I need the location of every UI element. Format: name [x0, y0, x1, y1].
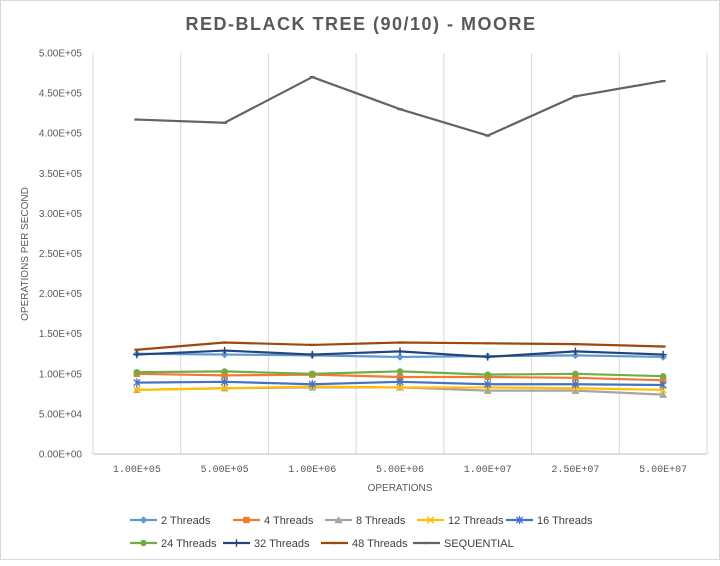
legend: 2 Threads 4 Threads 8 Threads 12 Threads 16 …: [130, 515, 593, 550]
x-tick-label: 5.00E+07: [639, 465, 687, 476]
y-tick-label: 2.50E+05: [39, 249, 83, 260]
y-axis-ticks: 0.00E+00 5.00E+04 1.00E+05 1.50E+05 2.00E+05…: [39, 49, 83, 461]
series-48-threads: [134, 341, 666, 351]
x-tick-label: 2.50E+07: [551, 465, 599, 476]
data-point: [133, 386, 141, 394]
data-point: [659, 380, 667, 390]
data-point: [309, 370, 316, 377]
y-tick-label: 5.00E+05: [39, 49, 83, 60]
data-point: [220, 346, 229, 355]
data-point: [571, 380, 580, 389]
data-point: [572, 370, 579, 377]
data-point: [659, 350, 667, 359]
data-point: [133, 378, 141, 387]
legend-label: 16 Threads: [537, 515, 593, 527]
x-tick-label: 5.00E+06: [376, 465, 424, 476]
legend-label: 48 Threads: [352, 538, 408, 550]
data-point: [571, 386, 580, 394]
series-lines: [132, 75, 668, 398]
x-tick-label: 1.00E+05: [113, 465, 161, 476]
data-point: [572, 374, 579, 382]
data-point: [133, 368, 141, 376]
data-point: [659, 390, 668, 398]
data-point: [571, 351, 580, 360]
x-axis-title: OPERATIONS: [368, 483, 433, 494]
legend-label: 12 Threads: [448, 515, 504, 527]
series-line: [136, 75, 664, 137]
data-point: [220, 384, 229, 392]
y-tick-label: 3.00E+05: [39, 209, 83, 220]
data-point: [571, 347, 580, 356]
x-axis-ticks: 1.00E+05 5.00E+05 1.00E+06 5.00E+06 1.00E+07…: [113, 465, 687, 476]
data-point: [221, 368, 228, 375]
chart-title: RED-BLACK TREE (90/10) - MOORE: [185, 14, 536, 34]
data-point: [308, 380, 316, 389]
legend-label: SEQUENTIAL: [444, 538, 514, 550]
legend-item-24-threads: 24 Threads: [130, 538, 217, 550]
data-point: [483, 386, 492, 394]
legend-label: 4 Threads: [264, 515, 314, 527]
data-point: [133, 350, 141, 359]
y-axis-title: OPERATIONS PER SECOND: [20, 187, 31, 321]
series-sequential: [134, 75, 666, 137]
y-tick-label: 4.50E+05: [39, 89, 83, 100]
data-point: [659, 373, 667, 380]
y-tick-label: 4.00E+05: [39, 129, 83, 140]
data-point: [396, 377, 404, 387]
data-point: [396, 353, 404, 361]
y-tick-label: 0.00E+00: [39, 450, 83, 461]
legend-item-4-threads: 4 Threads: [233, 515, 314, 527]
series-32-threads: [133, 346, 667, 361]
data-point: [484, 353, 492, 361]
x-tick-label: 1.00E+06: [288, 465, 336, 476]
legend-marker: [426, 516, 435, 524]
legend-item-48-threads: 48 Threads: [321, 538, 408, 550]
legend-item-2-threads: 2 Threads: [130, 515, 211, 527]
series-24-threads: [133, 368, 667, 380]
y-tick-label: 1.00E+05: [39, 369, 83, 380]
legend-marker: [139, 516, 148, 524]
data-point: [220, 377, 229, 387]
legend-label: 24 Threads: [161, 538, 217, 550]
data-point: [220, 350, 229, 359]
x-tick-label: 5.00E+05: [201, 465, 249, 476]
legend-item-8-threads: 8 Threads: [325, 515, 406, 527]
data-point: [396, 383, 404, 392]
legend-item-32-threads: 32 Threads: [223, 538, 310, 550]
data-point: [221, 372, 228, 379]
legend-marker: [334, 516, 343, 524]
data-point: [396, 368, 404, 375]
data-point: [308, 350, 316, 359]
legend-item-sequential: SEQUENTIAL: [413, 538, 514, 550]
legend-marker: [232, 539, 241, 547]
series-16-threads: [133, 377, 667, 390]
y-tick-label: 3.50E+05: [39, 169, 83, 180]
x-tick-label: 1.00E+07: [464, 465, 512, 476]
y-tick-label: 1.50E+05: [39, 329, 83, 340]
legend-label: 8 Threads: [356, 515, 406, 527]
y-tick-label: 2.00E+05: [39, 289, 83, 300]
legend-label: 32 Threads: [254, 538, 310, 550]
y-tick-label: 5.00E+04: [39, 409, 83, 420]
legend-marker: [140, 539, 147, 547]
gridlines: [92, 53, 708, 455]
data-point: [396, 347, 404, 356]
data-point: [484, 371, 491, 378]
legend-marker: [243, 516, 250, 524]
legend-marker: [515, 515, 524, 525]
data-point: [659, 377, 667, 384]
data-point: [484, 380, 492, 389]
legend-item-16-threads: 16 Threads: [506, 515, 593, 527]
legend-label: 2 Threads: [161, 515, 211, 527]
legend-item-12-threads: 12 Threads: [417, 515, 504, 527]
data-point: [396, 373, 404, 381]
